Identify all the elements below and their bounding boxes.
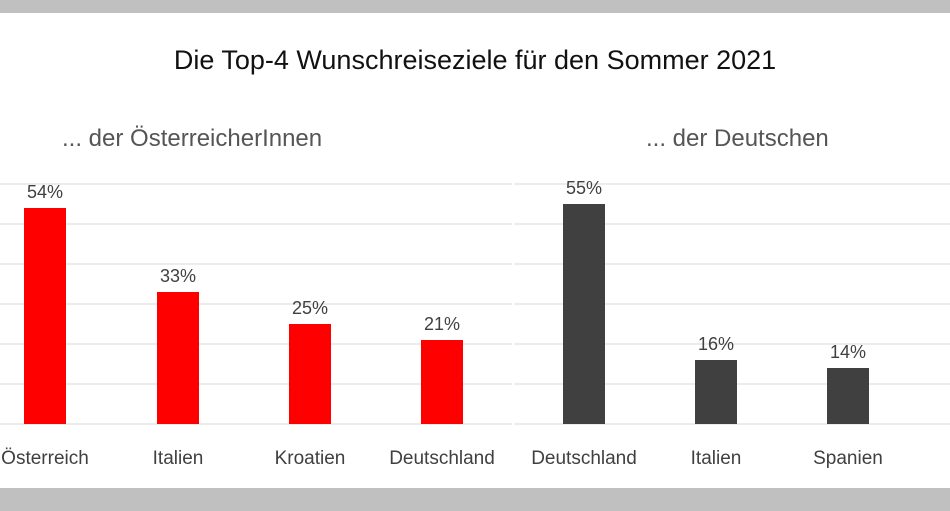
left-value-label-3: 25% — [292, 298, 328, 318]
left-chart-subtitle: ... der ÖsterreicherInnen — [62, 125, 323, 152]
right-category-label-2: Italien — [691, 448, 742, 469]
left-bar-3 — [289, 324, 331, 424]
left-bar-2 — [157, 292, 199, 424]
right-bar-3 — [827, 368, 869, 424]
left-value-label-2: 33% — [160, 266, 196, 286]
right-bar-1 — [563, 204, 605, 424]
left-category-label-4: Deutschland — [389, 448, 495, 469]
right-value-label-1: 55% — [566, 178, 602, 198]
right-category-label-1: Deutschland — [531, 448, 637, 469]
left-value-label-1: 54% — [27, 182, 63, 202]
right-category-label-3: Spanien — [813, 448, 883, 469]
left-category-label-3: Kroatien — [275, 448, 346, 469]
left-value-label-4: 21% — [424, 314, 460, 334]
chart-title: Die Top-4 Wunschreiseziele für den Somme… — [173, 45, 777, 75]
left-bar-1 — [24, 208, 66, 424]
right-bar-2 — [695, 360, 737, 424]
left-bar-4 — [421, 340, 463, 424]
chart-frame: Die Top-4 Wunschreiseziele für den Somme… — [0, 13, 950, 488]
left-category-label-1: Österreich — [1, 448, 89, 469]
left-category-label-2: Italien — [153, 448, 204, 469]
right-value-label-2: 16% — [698, 334, 734, 354]
right-value-label-3: 14% — [830, 342, 866, 362]
bar-charts: 54% Österreich 33% Italien 25% Kroatien 21% Deu… — [0, 173, 950, 488]
right-chart-subtitle: ... der Deutschen — [646, 125, 829, 152]
panel-divider — [512, 173, 514, 488]
